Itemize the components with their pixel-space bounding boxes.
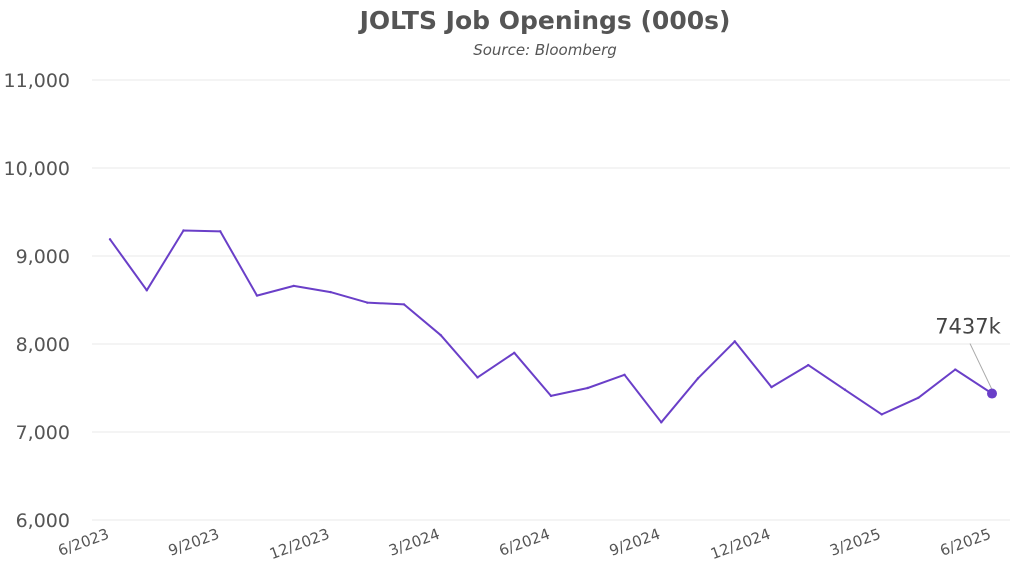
data-point xyxy=(954,368,957,371)
data-point xyxy=(182,229,185,232)
y-tick-label: 9,000 xyxy=(16,246,70,268)
x-tick-label: 3/2024 xyxy=(386,525,442,560)
data-point xyxy=(292,284,295,288)
y-tick-label: 11,000 xyxy=(4,70,70,92)
data-point xyxy=(843,388,847,391)
annotation-leader-line xyxy=(969,343,993,390)
x-tick-label: 6/2024 xyxy=(497,525,553,560)
data-point xyxy=(366,301,369,304)
data-point xyxy=(513,351,516,354)
x-tick-label: 3/2025 xyxy=(827,525,883,560)
data-point xyxy=(586,386,589,390)
data-point xyxy=(145,289,148,292)
x-tick-label: 12/2023 xyxy=(267,525,332,563)
chart-subtitle: Source: Bloomberg xyxy=(473,41,617,59)
data-point xyxy=(476,376,479,379)
y-tick-label: 10,000 xyxy=(4,158,70,180)
y-tick-label: 6,000 xyxy=(16,510,70,532)
x-tick-label: 6/2025 xyxy=(938,525,994,560)
y-tick-label: 7,000 xyxy=(16,422,70,444)
data-point xyxy=(660,421,663,424)
x-tick-label: 12/2024 xyxy=(708,525,773,563)
data-point xyxy=(439,334,442,337)
x-tick-label: 9/2023 xyxy=(166,525,222,560)
x-axis-ticks: 6/2023 9/2023 12/2023 3/2024 6/2024 9/2024 12/… xyxy=(56,525,994,563)
data-point xyxy=(108,238,112,241)
x-tick-label: 9/2024 xyxy=(607,525,663,560)
data-point xyxy=(770,385,773,389)
y-axis-ticks: 6,000 7,000 8,000 9,000 10,000 11,000 xyxy=(4,70,70,532)
data-point xyxy=(696,377,700,380)
data-point xyxy=(807,363,810,367)
data-point xyxy=(219,230,222,233)
data-point xyxy=(733,340,736,343)
data-point xyxy=(917,396,920,399)
data-point xyxy=(549,394,553,398)
data-point xyxy=(255,294,259,297)
data-point xyxy=(623,373,626,376)
annotation-marker xyxy=(987,388,997,399)
data-point xyxy=(880,413,883,416)
annotation-label: 7437k xyxy=(935,315,1001,339)
y-tick-label: 8,000 xyxy=(16,334,70,356)
data-point xyxy=(402,303,406,306)
gridlines xyxy=(92,79,1010,521)
data-point xyxy=(329,290,332,294)
series-line xyxy=(109,229,993,424)
chart-title: JOLTS Job Openings (000s) xyxy=(358,6,731,35)
